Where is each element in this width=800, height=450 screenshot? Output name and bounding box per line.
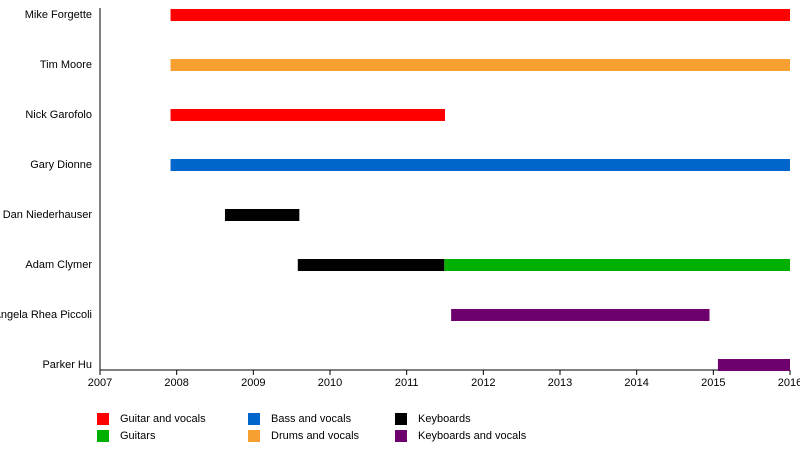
tenure-bar bbox=[170, 109, 446, 121]
member-label: Nick Garofolo bbox=[25, 109, 92, 121]
legend-swatch bbox=[248, 413, 260, 425]
x-tick-label: 2016 bbox=[778, 377, 800, 389]
legend-label: Keyboards and vocals bbox=[418, 430, 527, 442]
tenure-bar bbox=[170, 159, 791, 171]
tenure-bar bbox=[717, 359, 790, 371]
member-label: Angela Rhea Piccoli bbox=[0, 309, 92, 321]
x-tick-label: 2007 bbox=[88, 377, 112, 389]
x-tick-label: 2008 bbox=[164, 377, 188, 389]
legend-swatch bbox=[97, 430, 109, 442]
member-label: Adam Clymer bbox=[25, 259, 92, 271]
x-tick-label: 2009 bbox=[241, 377, 265, 389]
x-tick-label: 2014 bbox=[624, 377, 648, 389]
legend-label: Bass and vocals bbox=[271, 413, 352, 425]
tenure-bar bbox=[170, 59, 791, 71]
legend-label: Guitars bbox=[120, 430, 156, 442]
legend-swatch bbox=[395, 413, 407, 425]
member-label: Dan Niederhauser bbox=[3, 209, 93, 221]
legend-swatch bbox=[395, 430, 407, 442]
x-tick-label: 2011 bbox=[395, 377, 419, 389]
member-label: Gary Dionne bbox=[30, 159, 92, 171]
tenure-bar bbox=[444, 259, 790, 271]
x-tick-label: 2010 bbox=[318, 377, 342, 389]
x-tick-label: 2012 bbox=[471, 377, 495, 389]
tenure-bar bbox=[224, 209, 300, 221]
legend-label: Drums and vocals bbox=[271, 430, 360, 442]
tenure-bar bbox=[451, 309, 710, 321]
member-label: Mike Forgette bbox=[25, 9, 92, 21]
legend-label: Keyboards bbox=[418, 413, 471, 425]
legend-label: Guitar and vocals bbox=[120, 413, 206, 425]
legend-swatch bbox=[97, 413, 109, 425]
member-label: Parker Hu bbox=[42, 359, 92, 371]
tenure-bar bbox=[297, 259, 445, 271]
member-label: Tim Moore bbox=[40, 59, 92, 71]
legend-swatch bbox=[248, 430, 260, 442]
x-tick-label: 2013 bbox=[548, 377, 572, 389]
tenure-bar bbox=[170, 9, 791, 21]
x-tick-label: 2015 bbox=[701, 377, 725, 389]
